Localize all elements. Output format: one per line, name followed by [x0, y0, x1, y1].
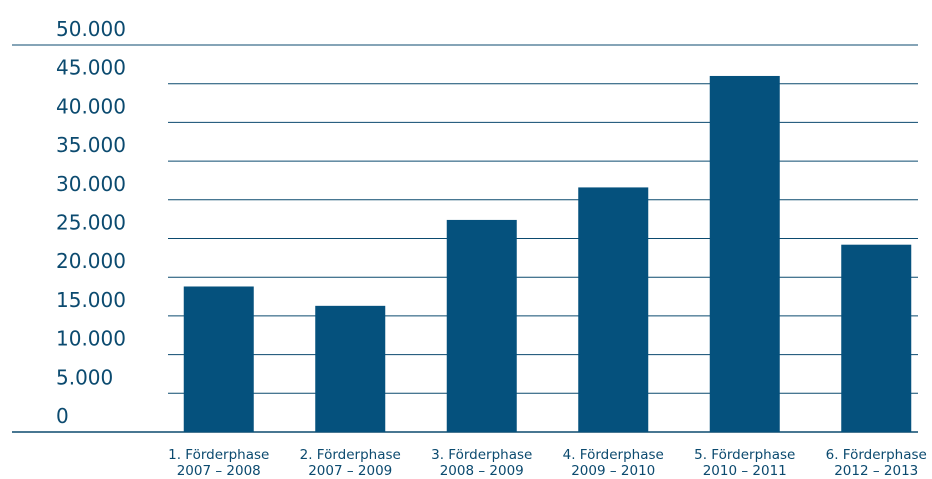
bars	[183, 75, 912, 433]
category-label-period: 2012 – 2013	[834, 463, 918, 479]
category-label-phase: 5. Förderphase	[694, 447, 795, 463]
y-tick-label: 5.000	[56, 365, 113, 389]
bar-5	[709, 75, 780, 433]
y-axis-tick-labels: 0 5.000 10.000 15.000 20.000 25.000 30.000 35.0…	[56, 17, 126, 428]
y-tick-label: 25.000	[56, 211, 126, 235]
y-tick-label: 40.000	[56, 94, 126, 118]
category-label-period: 2009 – 2010	[571, 463, 655, 479]
category-label-period: 2010 – 2011	[703, 463, 787, 479]
bar-3	[446, 219, 517, 432]
category-label-phase: 3. Förderphase	[431, 447, 532, 463]
bar-1	[183, 286, 254, 432]
gridlines	[12, 44, 918, 433]
y-tick-label: 20.000	[56, 249, 126, 273]
bar-6	[841, 244, 912, 432]
bar-2	[315, 305, 386, 432]
category-label-period: 2007 – 2009	[308, 463, 392, 479]
y-tick-label: 50.000	[56, 17, 126, 41]
category-label-period: 2008 – 2009	[440, 463, 524, 479]
y-tick-label: 0	[56, 404, 69, 428]
y-tick-label: 30.000	[56, 172, 126, 196]
bar-4	[578, 187, 649, 432]
y-tick-label: 45.000	[56, 56, 126, 80]
category-label-phase: 1. Förderphase	[168, 447, 269, 463]
category-label-phase: 6. Förderphase	[826, 447, 927, 463]
y-tick-label: 35.000	[56, 133, 126, 157]
y-tick-label: 10.000	[56, 327, 126, 351]
category-label-period: 2007 – 2008	[177, 463, 261, 479]
category-label-phase: 2. Förderphase	[300, 447, 401, 463]
category-label-phase: 4. Förderphase	[563, 447, 664, 463]
y-tick-label: 15.000	[56, 288, 126, 312]
